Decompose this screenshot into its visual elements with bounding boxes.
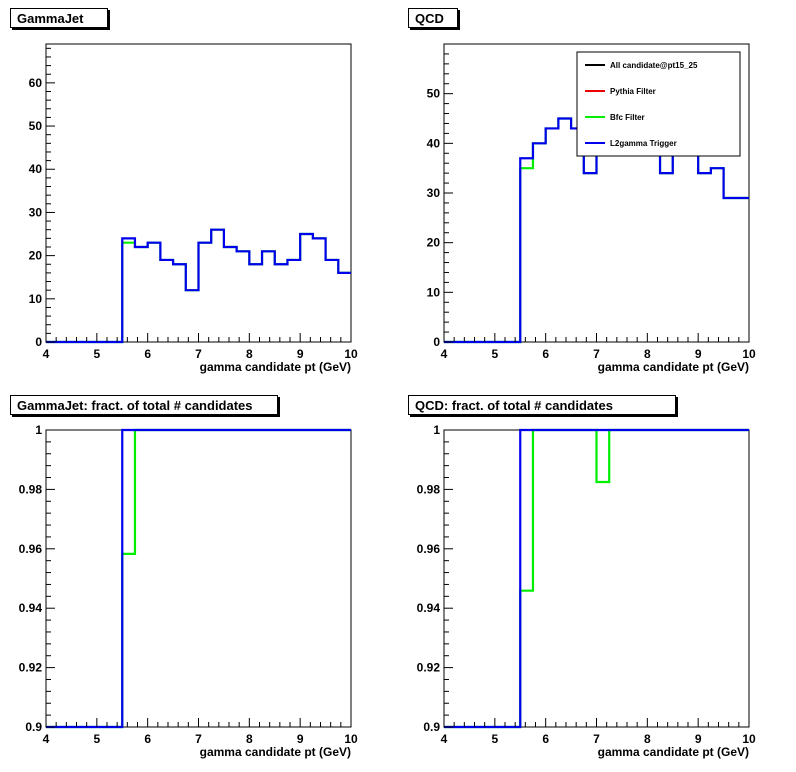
x-tick-label: 6 xyxy=(144,732,151,746)
x-axis-label: gamma candidate pt (GeV) xyxy=(200,360,351,374)
x-tick-label: 8 xyxy=(644,732,651,746)
x-axis-label: gamma candidate pt (GeV) xyxy=(598,360,749,374)
x-tick-label: 5 xyxy=(491,732,498,746)
plot-frame xyxy=(45,43,352,343)
x-tick-label: 9 xyxy=(695,347,702,361)
x-tick-label: 10 xyxy=(742,732,756,746)
x-tick-label: 4 xyxy=(43,347,50,361)
x-tick-label: 6 xyxy=(144,347,151,361)
y-tick-label: 0.94 xyxy=(417,601,441,615)
y-tick-label: 20 xyxy=(427,236,441,250)
y-tick-label: 40 xyxy=(29,162,43,176)
y-tick-label: 40 xyxy=(427,136,441,150)
legend-label: L2gamma Trigger xyxy=(610,139,677,148)
y-tick-label: 0.9 xyxy=(25,720,42,734)
y-tick-label: 0.98 xyxy=(417,482,441,496)
y-tick-label: 10 xyxy=(29,292,43,306)
y-tick-label: 1 xyxy=(35,423,42,437)
legend-label: All candidate@pt15_25 xyxy=(610,61,698,70)
x-tick-label: 9 xyxy=(297,732,304,746)
y-tick-label: 0.94 xyxy=(19,601,43,615)
series-line-l2gamma-trigger xyxy=(46,228,351,344)
y-tick-label: 0.96 xyxy=(417,542,441,556)
legend-label: Pythia Filter xyxy=(610,87,656,96)
y-tick-label: 30 xyxy=(427,186,441,200)
x-tick-label: 9 xyxy=(695,732,702,746)
y-tick-label: 50 xyxy=(29,119,43,133)
y-tick-label: 0 xyxy=(35,335,42,349)
x-tick-label: 4 xyxy=(43,732,50,746)
x-tick-label: 7 xyxy=(593,732,600,746)
y-tick-label: 10 xyxy=(427,285,441,299)
y-tick-label: 0.92 xyxy=(417,661,441,675)
legend-box xyxy=(576,51,741,157)
x-tick-label: 5 xyxy=(93,347,100,361)
x-tick-label: 6 xyxy=(542,347,549,361)
plot-frame xyxy=(45,429,352,728)
y-tick-label: 0.98 xyxy=(19,482,43,496)
x-tick-label: 10 xyxy=(344,732,358,746)
series-line-l2gamma-trigger xyxy=(46,428,351,729)
x-tick-label: 7 xyxy=(195,347,202,361)
chart-title-qcd: QCD xyxy=(408,8,458,28)
x-tick-label: 6 xyxy=(542,732,549,746)
y-tick-label: 0.9 xyxy=(423,720,440,734)
x-tick-label: 10 xyxy=(742,347,756,361)
y-tick-label: 60 xyxy=(29,76,43,90)
x-tick-label: 7 xyxy=(195,732,202,746)
y-tick-label: 0 xyxy=(433,335,440,349)
x-tick-label: 9 xyxy=(297,347,304,361)
x-tick-label: 5 xyxy=(93,732,100,746)
x-tick-label: 4 xyxy=(441,347,448,361)
x-tick-label: 10 xyxy=(344,347,358,361)
x-axis-label: gamma candidate pt (GeV) xyxy=(200,745,351,759)
legend-label: Bfc Filter xyxy=(610,113,645,122)
x-tick-label: 8 xyxy=(246,732,253,746)
chart-title-gammajet-fraction: GammaJet: fract. of total # candidates xyxy=(10,395,278,415)
y-tick-label: 30 xyxy=(29,205,43,219)
x-axis-label: gamma candidate pt (GeV) xyxy=(598,745,749,759)
series-line-l2gamma-trigger xyxy=(444,428,749,729)
chart-title-gammajet: GammaJet xyxy=(10,8,108,28)
y-tick-label: 1 xyxy=(433,423,440,437)
x-tick-label: 4 xyxy=(441,732,448,746)
y-tick-label: 0.96 xyxy=(19,542,43,556)
x-tick-label: 7 xyxy=(593,347,600,361)
chart-title-qcd-fraction: QCD: fract. of total # candidates xyxy=(408,395,676,415)
y-tick-label: 20 xyxy=(29,249,43,263)
x-tick-label: 8 xyxy=(246,347,253,361)
x-tick-label: 8 xyxy=(644,347,651,361)
y-tick-label: 0.92 xyxy=(19,661,43,675)
x-tick-label: 5 xyxy=(491,347,498,361)
y-tick-label: 50 xyxy=(427,87,441,101)
